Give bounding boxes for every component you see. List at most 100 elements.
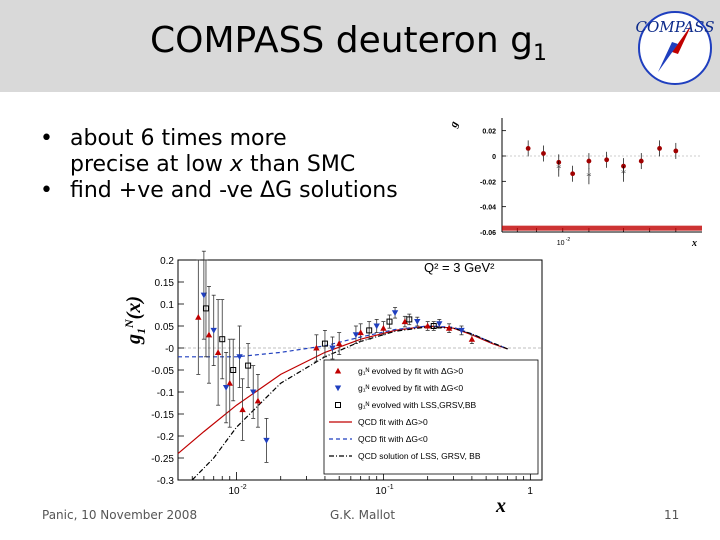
inset-point (541, 151, 546, 156)
bullet-1-line2: precise at low x than SMC (70, 152, 398, 178)
data-point (202, 305, 209, 312)
data-point (391, 310, 399, 316)
data-point (195, 314, 202, 320)
bullet-2-text: find +ve and -ve ΔG solutions (70, 178, 398, 203)
data-point (321, 340, 328, 347)
data-point (254, 397, 262, 404)
data-point (335, 340, 343, 347)
slide-title: COMPASS deuteron g1 (150, 20, 547, 66)
legend-label: QCD fit with ΔG<0 (358, 434, 428, 444)
inset-y-tick-label: -0.04 (480, 205, 496, 212)
data-point (329, 345, 336, 352)
bullet-list: • about 6 times more precise at low x th… (40, 126, 398, 204)
data-point (406, 316, 413, 323)
data-point (414, 319, 421, 325)
main-y-tick-label: -0.2 (157, 432, 175, 443)
main-x-tick-label: -1 (387, 484, 393, 491)
main-y-tick-label: 0.2 (160, 256, 174, 267)
legend-label: g₁ᴺ evolved by fit with ΔG>0 (358, 366, 463, 376)
main-y-tick-label: -0.05 (151, 366, 174, 377)
bullet-2: • find +ve and -ve ΔG solutions (40, 178, 398, 204)
data-point (366, 327, 373, 334)
page-number: 11 (664, 508, 680, 522)
main-y-axis-label: g1N(x) (122, 296, 148, 345)
compass-logo: COMPASS (636, 11, 715, 85)
data-point (468, 336, 476, 342)
main-y-tick-label: -0.25 (151, 454, 174, 465)
inset-point: * (586, 171, 591, 182)
data-point (236, 354, 243, 360)
title-subscript: 1 (532, 41, 547, 67)
inset-point (638, 158, 644, 164)
legend-marker (334, 385, 342, 392)
qcd-fit-curve (177, 325, 508, 455)
main-y-tick-label: -0.1 (157, 388, 175, 399)
inset-point (604, 157, 610, 163)
data-point (401, 318, 409, 325)
data-point (424, 322, 431, 329)
data-point (352, 332, 360, 338)
inset-point: * (621, 169, 626, 180)
data-point (373, 323, 380, 330)
inset-y-tick-label: 0 (492, 154, 496, 161)
inset-x-tick-label: -2 (566, 237, 571, 243)
data-point (380, 325, 387, 331)
title-bar (0, 0, 720, 92)
qcd-fit-curve (191, 326, 508, 481)
legend-marker (334, 367, 342, 374)
title-text: COMPASS deuteron g (150, 20, 533, 61)
data-point (214, 349, 222, 355)
legend-label: QCD solution of LSS, GRSV, BB (358, 451, 481, 461)
main-x-tick-label: 10 (375, 486, 387, 497)
legend-box (323, 359, 539, 475)
data-point (445, 325, 453, 331)
data-point (205, 331, 213, 338)
bullet-1: • about 6 times more precise at low x th… (40, 126, 398, 178)
main-x-tick-label: 10 (228, 486, 240, 497)
bullet-1-x: x (229, 152, 243, 177)
main-y-tick-label: -0 (165, 344, 174, 355)
main-y-tick-label: -0.3 (157, 476, 175, 487)
data-point (200, 292, 208, 299)
bullet-1-text-b: than SMC (242, 152, 356, 177)
data-point (357, 329, 364, 336)
data-point (436, 321, 443, 327)
bullet-dot: • (40, 126, 53, 151)
main-x-tick-label: 1 (527, 486, 533, 497)
main-x-axis-label: x (495, 495, 506, 517)
inset-point (586, 158, 592, 164)
data-point (239, 406, 246, 413)
data-point (226, 380, 233, 386)
main-x-tick-label: -2 (240, 484, 246, 491)
inset-systematic-band (502, 225, 702, 231)
data-point (430, 323, 437, 329)
footer-author: G.K. Mallot (330, 508, 396, 522)
main-y-tick-label: 0.05 (155, 322, 175, 333)
data-point (219, 336, 226, 343)
bullet-dot: • (40, 178, 53, 203)
inset-y-tick-label: -0.02 (480, 179, 496, 186)
inset-y-axis-label: g (447, 119, 461, 130)
legend-label: g₁ᴺ evolved with LSS,GRSV,BB (358, 400, 477, 410)
qcd-fit-curve (178, 325, 508, 358)
main-y-tick-label: 0.15 (155, 278, 175, 289)
inset-point (570, 171, 576, 177)
main-chart: 0.2 0.15 0.1 0.05 -0 -0.05 -0.1 -0.15 -0.2 -0.25 -… (122, 250, 543, 517)
data-point (230, 367, 237, 373)
data-point (245, 362, 252, 369)
q2-annotation: Q² = 3 GeV² (424, 260, 495, 275)
main-y-tick-label: 0.1 (160, 300, 174, 311)
inset-point: * (556, 164, 561, 175)
inset-x-tick-label: 10 (557, 240, 565, 247)
inset-x-axis-label: x (691, 238, 697, 249)
data-point (313, 344, 320, 351)
footer-event: Panic, 10 November 2008 (42, 508, 198, 522)
data-point (458, 327, 465, 334)
inset-y-tick-label: 0.02 (482, 129, 496, 136)
inset-y-tick-label: -0.06 (480, 230, 496, 237)
legend: g₁ᴺ evolved by fit with ΔG>0 g₁ᴺ evolved … (323, 359, 539, 475)
data-point (222, 385, 230, 391)
logo-text: COMPASS (636, 18, 715, 36)
legend-label: QCD fit with ΔG>0 (358, 417, 428, 427)
data-point (263, 437, 270, 444)
